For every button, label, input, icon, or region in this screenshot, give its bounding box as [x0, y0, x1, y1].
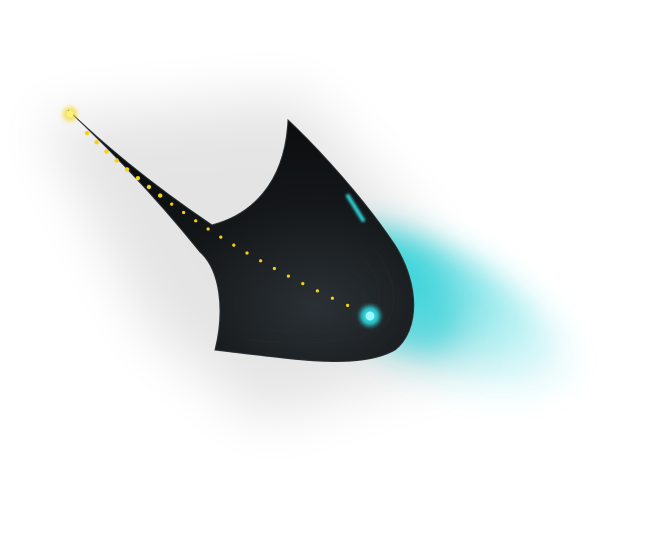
yellow-trail [84, 130, 350, 307]
trail-dot [84, 130, 90, 136]
trail-dot [194, 219, 198, 223]
trail-dot [170, 202, 174, 206]
trail-dot [104, 149, 109, 154]
trail-dot [135, 176, 141, 181]
trail-dot [206, 227, 210, 231]
trail-dot [330, 296, 334, 300]
trail-dot [158, 193, 163, 198]
trail-dot [259, 259, 263, 263]
arrow-body [67, 109, 415, 363]
trail-dot [272, 266, 276, 271]
core-light [365, 311, 375, 321]
trail-dot [346, 303, 350, 307]
trail-dot [114, 158, 119, 163]
edge-light-upper [346, 194, 365, 222]
trail-dot [146, 184, 152, 190]
trail-dot [245, 251, 249, 255]
trail-dot [232, 243, 236, 247]
trail-dot [94, 140, 99, 145]
trail-dot [124, 167, 130, 172]
tip-flare [66, 110, 74, 118]
trail-dot [286, 274, 290, 278]
trail-dot [301, 282, 305, 286]
trail-dot [219, 235, 223, 239]
trail-dot [315, 289, 319, 293]
trail-dot [182, 210, 186, 215]
